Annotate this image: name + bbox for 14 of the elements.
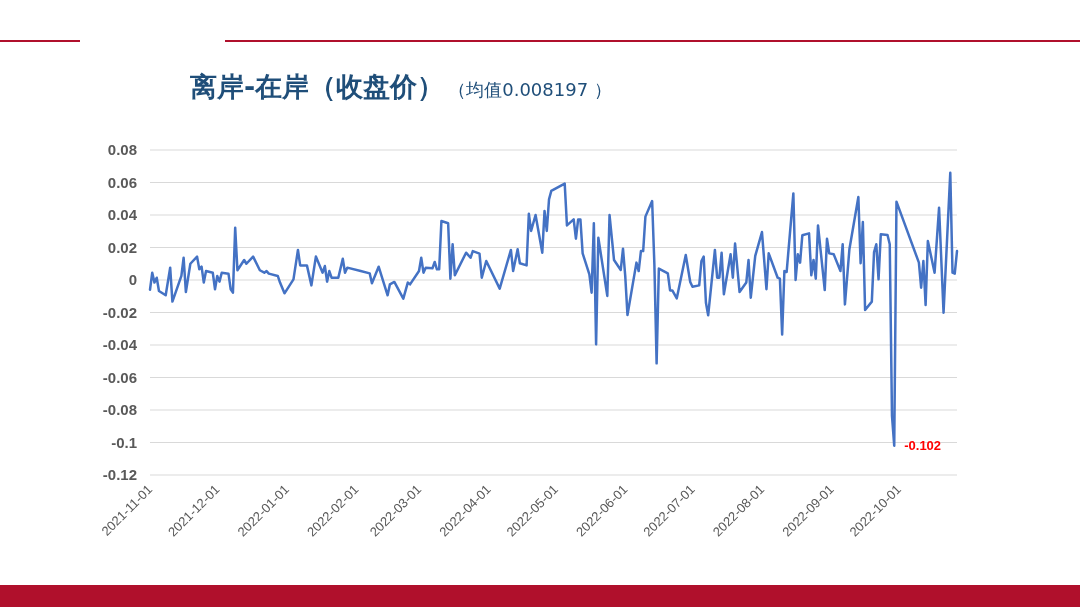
y-tick-label: 0.04 — [107, 206, 138, 224]
annotation: -0.102 — [904, 438, 942, 454]
y-tick-label: 0.06 — [107, 173, 137, 191]
y-tick-label: -0.1 — [111, 433, 137, 451]
chart-title: 离岸-在岸（收盘价） — [190, 71, 445, 102]
chart-subtitle: （均值0.008197 ） — [448, 79, 612, 100]
y-tick-label: 0.02 — [107, 238, 137, 256]
y-tick-label: -0.06 — [102, 368, 137, 386]
y-tick-label: -0.04 — [102, 336, 138, 354]
y-tick-label: -0.12 — [102, 466, 137, 484]
y-tick-label: -0.02 — [102, 303, 137, 321]
y-tick-label: 0.08 — [107, 141, 137, 159]
y-tick-label: -0.08 — [102, 401, 137, 419]
y-tick-label: 0 — [128, 271, 137, 289]
